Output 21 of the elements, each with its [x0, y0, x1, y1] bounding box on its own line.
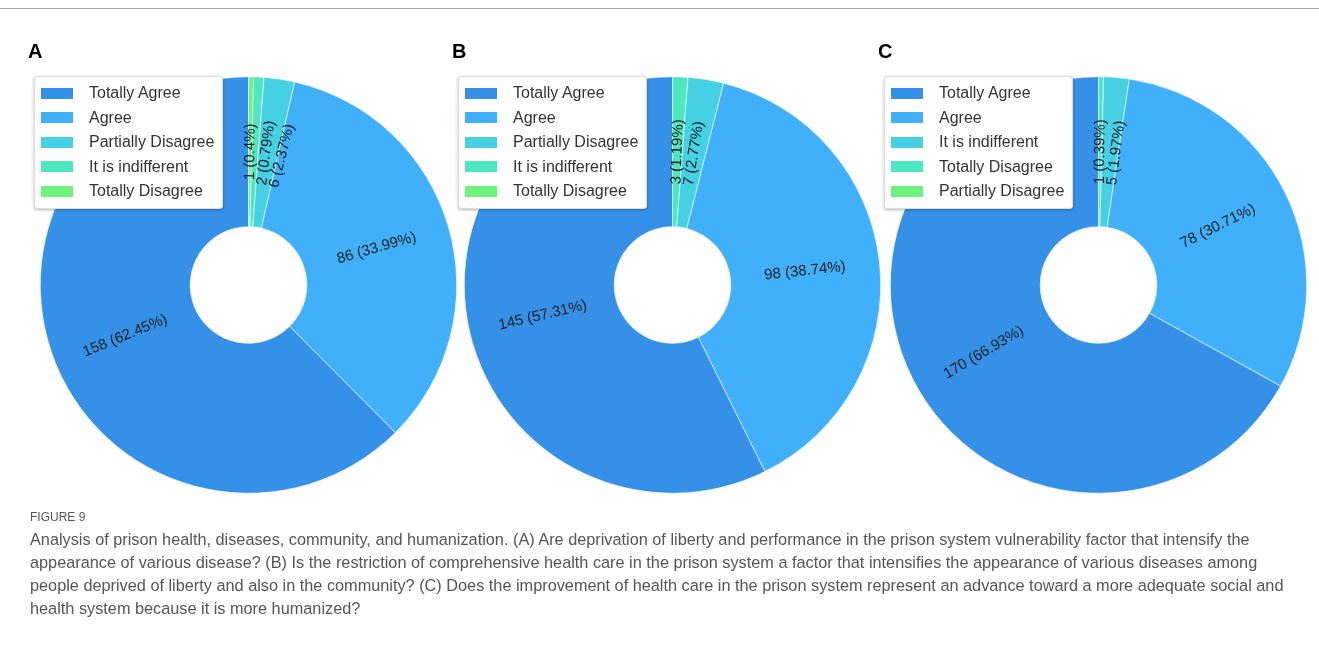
legend-label: Partially Disagree — [89, 133, 215, 152]
legend-label: Totally Disagree — [939, 157, 1053, 176]
legend-label: Totally Agree — [89, 84, 181, 103]
chart-title: C — [878, 40, 893, 63]
legend-label: Agree — [939, 108, 982, 127]
legend-label: Totally Agree — [513, 84, 605, 103]
legend-label: It is indifferent — [939, 133, 1039, 152]
legend-label: Totally Disagree — [89, 182, 203, 201]
legend-label: It is indifferent — [89, 157, 189, 176]
legend-label: Agree — [513, 108, 556, 127]
legend-label: Agree — [89, 108, 132, 127]
legend-label: Totally Disagree — [513, 182, 627, 201]
chart-title: A — [28, 40, 43, 63]
caption: FIGURE 9 — [30, 510, 87, 524]
legend-label: It is indifferent — [513, 157, 613, 176]
legend-label: Totally Agree — [939, 84, 1031, 103]
data-label: 98 (38.74%) — [763, 256, 847, 283]
legend-label: Partially Disagree — [513, 133, 639, 152]
chart-title: B — [452, 40, 467, 63]
legend-label: Partially Disagree — [939, 182, 1065, 201]
text: Analysis of prison health, diseases, community, and humanization. (A) Are deprivation of liberty and performance in the prison system vulnerability factor that intensify the appearance of various disease? (B) Is the restriction of comprehensive health care in the prison system a factor that intensifies the appearance of various diseases among people deprived of liberty and also in the community? (C) Does the improvement of health care in the prison system represent an advance toward a more adequate social and health system because it is more humanized? — [30, 529, 1285, 619]
